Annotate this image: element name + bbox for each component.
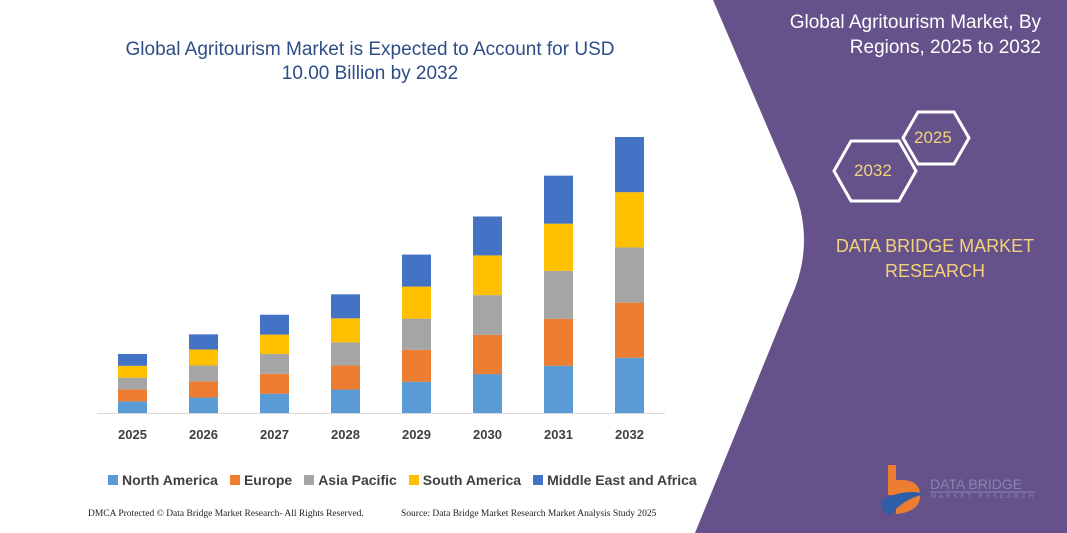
bar-segment-2032-0 <box>615 357 644 413</box>
bar-segment-2026-3 <box>189 349 218 366</box>
legend-swatch <box>108 475 118 485</box>
x-tick-label: 2030 <box>473 427 502 442</box>
bar-segment-2030-2 <box>473 295 502 335</box>
bar-segment-2030-4 <box>473 216 502 256</box>
legend-label: South America <box>422 472 522 488</box>
bar-segment-2028-3 <box>331 318 360 343</box>
bar-segment-2032-2 <box>615 247 644 303</box>
logo-subtext: MARKET RESEARCH <box>931 494 1036 500</box>
footer-source: Source: Data Bridge Market Research Mark… <box>401 509 657 519</box>
stacked-bar-chart: 2025 2026 2027 2028 2029 2030 2031 2032 <box>97 137 665 442</box>
bar-segment-2026-0 <box>189 397 218 413</box>
side-panel-title: Global Agritourism Market, By Regions, 2… <box>789 12 1041 58</box>
bar-segment-2025-3 <box>118 365 147 378</box>
legend-item: Middle East and Africa <box>533 472 697 488</box>
chart-title: Global Agritourism Market is Expected to… <box>125 39 615 84</box>
bar-segment-2031-0 <box>544 365 573 413</box>
bar-segment-2029-1 <box>402 349 431 382</box>
bar-segment-2027-1 <box>260 373 289 394</box>
legend-item: North America <box>108 472 218 488</box>
bar-segment-2025-1 <box>118 389 147 402</box>
legend-swatch <box>533 475 544 485</box>
legend: North America Europe Asia Pacific South … <box>108 472 697 488</box>
hex-2032-label: 2032 <box>854 161 892 180</box>
bar-segment-2030-3 <box>473 255 502 296</box>
bar-segment-2026-2 <box>189 365 218 382</box>
bar-segment-2030-0 <box>473 374 502 413</box>
bar-segment-2031-2 <box>544 270 573 319</box>
bar-segment-2032-1 <box>615 302 644 358</box>
legend-label: Asia Pacific <box>318 472 397 488</box>
bar-segment-2029-3 <box>402 286 431 319</box>
bar-segment-2028-1 <box>331 365 360 390</box>
x-tick-label: 2029 <box>402 427 431 442</box>
logo-icon <box>881 465 1035 515</box>
bar-segment-2025-4 <box>118 353 147 366</box>
legend-swatch <box>408 475 419 485</box>
bar-segment-2029-4 <box>402 254 431 287</box>
bar-segment-2029-0 <box>402 381 431 413</box>
x-tick-label: 2027 <box>260 427 289 442</box>
bar-segment-2028-4 <box>331 294 360 319</box>
brand-text: DATA BRIDGE MARKET RESEARCH <box>835 236 1035 281</box>
bar-segment-2025-2 <box>118 377 147 390</box>
x-tick-label: 2032 <box>615 427 644 442</box>
bar-segment-2027-4 <box>260 314 289 335</box>
bar-segment-2029-2 <box>402 318 431 350</box>
hex-2025-label: 2025 <box>914 128 952 147</box>
x-tick-label: 2028 <box>331 427 360 442</box>
bar-segment-2026-1 <box>189 381 218 398</box>
legend-swatch <box>304 475 315 485</box>
legend-label: Europe <box>243 472 293 488</box>
legend-label: North America <box>122 472 218 488</box>
x-tick-label: 2031 <box>544 427 573 442</box>
footer-copyright: DMCA Protected © Data Bridge Market Rese… <box>88 509 364 519</box>
hex-2032-icon <box>832 139 918 203</box>
bar-segment-2025-0 <box>118 401 147 413</box>
bar-segment-2028-0 <box>331 389 360 413</box>
hex-2025-icon <box>901 110 971 166</box>
bar-segment-2026-4 <box>189 334 218 350</box>
legend-item: Europe <box>229 472 293 488</box>
legend-label: Middle East and Africa <box>547 472 697 488</box>
legend-item: Asia Pacific <box>304 472 397 488</box>
legend-swatch <box>229 475 240 485</box>
x-tick-label: 2026 <box>189 427 218 442</box>
bar-segment-2027-3 <box>260 334 289 354</box>
bar-segment-2028-2 <box>331 342 360 366</box>
x-tick-label: 2025 <box>118 427 147 442</box>
bar-segment-2027-2 <box>260 353 289 374</box>
bar-segment-2027-0 <box>260 393 289 413</box>
bar-segment-2032-3 <box>615 192 644 248</box>
bar-segment-2031-1 <box>544 318 573 366</box>
logo-text: DATA BRIDGE <box>930 476 1023 492</box>
bar-segment-2031-3 <box>544 223 573 271</box>
legend-item: South America <box>408 472 522 488</box>
bar-segment-2031-4 <box>544 175 573 224</box>
bar-segment-2030-1 <box>473 334 502 375</box>
bar-segment-2032-4 <box>615 137 644 193</box>
